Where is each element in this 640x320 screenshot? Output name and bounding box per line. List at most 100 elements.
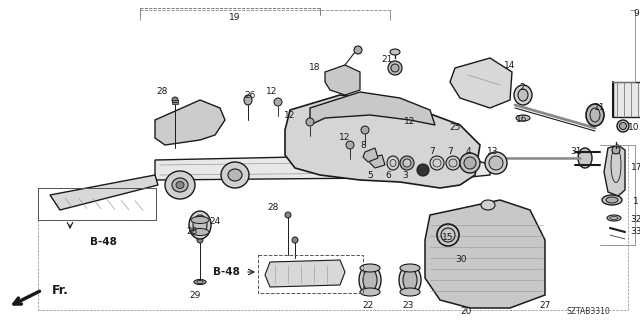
- Ellipse shape: [602, 195, 622, 205]
- Ellipse shape: [285, 212, 291, 218]
- Ellipse shape: [403, 159, 411, 167]
- Text: SZTAB3310: SZTAB3310: [566, 308, 610, 316]
- Ellipse shape: [189, 211, 211, 239]
- Text: 3: 3: [402, 171, 408, 180]
- Ellipse shape: [417, 164, 429, 176]
- Ellipse shape: [191, 217, 209, 223]
- Text: 20: 20: [460, 308, 472, 316]
- Ellipse shape: [400, 288, 420, 296]
- Ellipse shape: [391, 64, 399, 72]
- Polygon shape: [155, 150, 490, 180]
- Text: 4: 4: [465, 148, 471, 156]
- Ellipse shape: [274, 98, 282, 106]
- Ellipse shape: [354, 46, 362, 54]
- Ellipse shape: [430, 156, 444, 170]
- Text: 12: 12: [404, 117, 416, 126]
- Bar: [613, 82, 640, 117]
- Ellipse shape: [460, 153, 480, 173]
- Text: 24: 24: [209, 218, 221, 227]
- Ellipse shape: [586, 104, 604, 126]
- Ellipse shape: [399, 265, 421, 295]
- Ellipse shape: [306, 118, 314, 126]
- Text: 10: 10: [628, 124, 640, 132]
- Ellipse shape: [516, 115, 530, 121]
- Ellipse shape: [390, 49, 400, 55]
- Ellipse shape: [221, 162, 249, 188]
- Text: 5: 5: [367, 171, 373, 180]
- Polygon shape: [370, 155, 385, 168]
- Ellipse shape: [485, 152, 507, 174]
- Ellipse shape: [578, 148, 592, 168]
- Ellipse shape: [400, 156, 414, 170]
- Ellipse shape: [489, 156, 503, 170]
- Bar: [38, 188, 156, 220]
- Text: 28: 28: [186, 228, 198, 236]
- Ellipse shape: [360, 264, 380, 272]
- Polygon shape: [285, 95, 480, 188]
- Ellipse shape: [360, 288, 380, 296]
- Bar: [172, 100, 178, 104]
- Text: 21: 21: [381, 55, 393, 65]
- Ellipse shape: [228, 169, 242, 181]
- Ellipse shape: [359, 265, 381, 295]
- Text: 6: 6: [385, 171, 391, 180]
- Polygon shape: [604, 145, 625, 196]
- Ellipse shape: [612, 146, 620, 154]
- Text: 9: 9: [633, 10, 639, 19]
- Text: 29: 29: [189, 292, 201, 300]
- Text: 12: 12: [284, 110, 296, 119]
- Polygon shape: [425, 200, 545, 308]
- Ellipse shape: [172, 178, 188, 192]
- Ellipse shape: [620, 123, 627, 130]
- Text: B-48: B-48: [90, 237, 117, 247]
- Text: B-48: B-48: [213, 267, 240, 277]
- Text: 25: 25: [449, 124, 461, 132]
- Ellipse shape: [387, 156, 399, 170]
- Text: 26: 26: [244, 91, 256, 100]
- Polygon shape: [450, 58, 512, 108]
- Text: 31: 31: [570, 148, 582, 156]
- Text: 7: 7: [447, 148, 453, 156]
- Text: 2: 2: [519, 83, 525, 92]
- Text: 7: 7: [429, 148, 435, 156]
- Ellipse shape: [446, 156, 460, 170]
- Bar: [258, 255, 363, 293]
- Text: 12: 12: [339, 133, 351, 142]
- Text: 23: 23: [403, 300, 413, 309]
- Text: 30: 30: [455, 255, 467, 265]
- Ellipse shape: [292, 237, 298, 243]
- Ellipse shape: [388, 61, 402, 75]
- Ellipse shape: [518, 89, 528, 101]
- Polygon shape: [310, 92, 435, 125]
- Ellipse shape: [361, 126, 369, 134]
- Ellipse shape: [606, 197, 618, 203]
- Text: 27: 27: [540, 300, 550, 309]
- Ellipse shape: [464, 157, 476, 169]
- Ellipse shape: [176, 181, 184, 188]
- Polygon shape: [265, 260, 345, 287]
- Ellipse shape: [193, 215, 207, 235]
- Text: 22: 22: [362, 300, 374, 309]
- Text: 8: 8: [360, 140, 366, 149]
- Text: 17: 17: [631, 164, 640, 172]
- Polygon shape: [155, 100, 225, 145]
- Ellipse shape: [403, 269, 417, 291]
- Bar: [38, 188, 156, 220]
- Text: Fr.: Fr.: [52, 284, 69, 297]
- Ellipse shape: [363, 269, 377, 291]
- Ellipse shape: [165, 171, 195, 199]
- Ellipse shape: [244, 95, 252, 105]
- Text: 28: 28: [156, 87, 168, 97]
- Text: 28: 28: [268, 203, 278, 212]
- Ellipse shape: [481, 200, 495, 210]
- Ellipse shape: [514, 85, 532, 105]
- Ellipse shape: [346, 141, 354, 149]
- Text: 16: 16: [516, 116, 528, 124]
- Polygon shape: [325, 65, 360, 95]
- Ellipse shape: [194, 279, 206, 284]
- Text: 32: 32: [630, 215, 640, 225]
- Text: 33: 33: [630, 228, 640, 236]
- Ellipse shape: [607, 215, 621, 221]
- Ellipse shape: [191, 228, 209, 236]
- Polygon shape: [363, 148, 378, 162]
